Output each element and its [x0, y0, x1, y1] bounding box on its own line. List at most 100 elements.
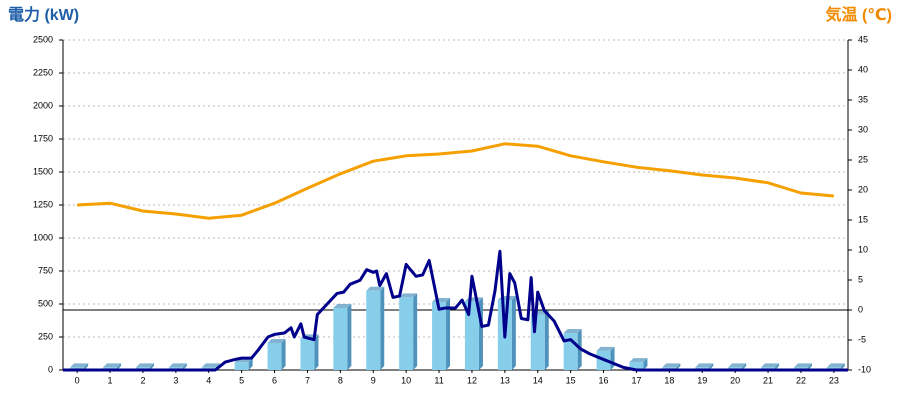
bar-side — [347, 303, 352, 370]
x-tick-label: 8 — [338, 375, 343, 385]
x-tick-label: 7 — [305, 375, 310, 385]
x-tick-label: 4 — [206, 375, 211, 385]
y-tick-label: 250 — [38, 331, 53, 341]
bar-side — [643, 358, 648, 370]
y2-tick-label: 45 — [858, 34, 868, 44]
x-tick-label: 2 — [140, 375, 145, 385]
x-tick-label: 11 — [434, 375, 443, 385]
y-tick-label: 0 — [48, 364, 53, 374]
bar-side — [840, 363, 845, 370]
bar-top — [662, 363, 681, 368]
x-tick-label: 3 — [173, 375, 178, 385]
y-tick-label: 1250 — [33, 199, 53, 209]
bar-top — [629, 358, 648, 363]
x-tick-label: 6 — [272, 375, 277, 385]
bar-side — [676, 363, 681, 370]
x-tick-label: 20 — [730, 375, 740, 385]
y-tick-label: 500 — [38, 298, 53, 308]
x-tick-label: 22 — [796, 375, 806, 385]
bar-side — [314, 334, 319, 370]
bar-top — [366, 286, 385, 291]
x-tick-label: 18 — [664, 375, 674, 385]
bar-group — [629, 358, 648, 370]
x-tick-label: 16 — [599, 375, 609, 385]
bar-side — [610, 346, 615, 370]
y-tick-label: 2000 — [33, 100, 53, 110]
bar-top — [563, 329, 582, 334]
bar-top — [761, 363, 780, 368]
bar — [366, 290, 381, 370]
bar-top — [70, 363, 89, 368]
y-tick-label: 1750 — [33, 133, 53, 143]
x-tick-label: 19 — [697, 375, 707, 385]
bar-top — [596, 346, 615, 351]
y2-tick-label: 15 — [858, 214, 868, 224]
bar-top — [103, 363, 122, 368]
y2-tick-label: 0 — [858, 304, 863, 314]
x-tick-label: 0 — [75, 375, 80, 385]
bar — [333, 307, 348, 370]
bar-top — [135, 363, 154, 368]
bar-side — [511, 296, 516, 370]
bar-side — [413, 293, 418, 370]
bar-side — [182, 363, 187, 370]
x-tick-label: 14 — [533, 375, 543, 385]
bar-group — [366, 286, 385, 370]
y-tick-label: 2500 — [33, 34, 53, 44]
bar-side — [807, 363, 812, 370]
bar — [464, 301, 479, 370]
bar-side — [84, 363, 89, 370]
y2-tick-label: 40 — [858, 64, 868, 74]
bar-group — [432, 298, 451, 370]
y2-tick-label: 10 — [858, 244, 868, 254]
bar-side — [149, 363, 154, 370]
line — [63, 249, 848, 372]
bar — [432, 302, 447, 370]
bar — [399, 297, 414, 370]
bar — [300, 338, 315, 370]
bar — [234, 362, 249, 370]
y2-tick-label: 30 — [858, 124, 868, 134]
y2-tick-label: -10 — [858, 364, 871, 374]
x-tick-label: 15 — [566, 375, 576, 385]
bar-side — [281, 338, 286, 370]
line — [77, 142, 834, 220]
bar-top — [267, 338, 286, 343]
y2-tick-label: 5 — [858, 274, 863, 284]
bar-group — [563, 329, 582, 370]
bar-side — [742, 363, 747, 370]
bar-top — [695, 363, 714, 368]
bar-top — [399, 293, 418, 298]
y-tick-label: 1500 — [33, 166, 53, 176]
y-tick-label: 1000 — [33, 232, 53, 242]
bar-side — [709, 363, 714, 370]
bar-side — [248, 358, 253, 370]
x-tick-label: 21 — [763, 375, 773, 385]
y2-tick-label: 25 — [858, 154, 868, 164]
bar-side — [544, 310, 549, 370]
x-tick-label: 9 — [371, 375, 376, 385]
bar-top — [728, 363, 747, 368]
x-tick-label: 23 — [829, 375, 839, 385]
y-tick-label: 750 — [38, 265, 53, 275]
x-tick-label: 12 — [467, 375, 477, 385]
y2-title: 気温 (℃) — [826, 5, 892, 24]
bar-group — [333, 303, 352, 370]
bar-top — [826, 363, 845, 368]
y-tick-label: 2250 — [33, 67, 53, 77]
x-tick-label: 10 — [401, 375, 411, 385]
bar-side — [380, 286, 385, 370]
bar-group — [267, 338, 286, 370]
bar-side — [117, 363, 122, 370]
y2-tick-label: 35 — [858, 94, 868, 104]
x-tick-label: 17 — [631, 375, 641, 385]
y-title: 電力 (kW) — [8, 5, 79, 24]
x-tick-label: 13 — [500, 375, 510, 385]
y2-tick-label: -5 — [858, 334, 866, 344]
x-tick-label: 1 — [108, 375, 113, 385]
bar-side — [446, 298, 451, 370]
y2-tick-label: 20 — [858, 184, 868, 194]
x-tick-label: 5 — [239, 375, 244, 385]
